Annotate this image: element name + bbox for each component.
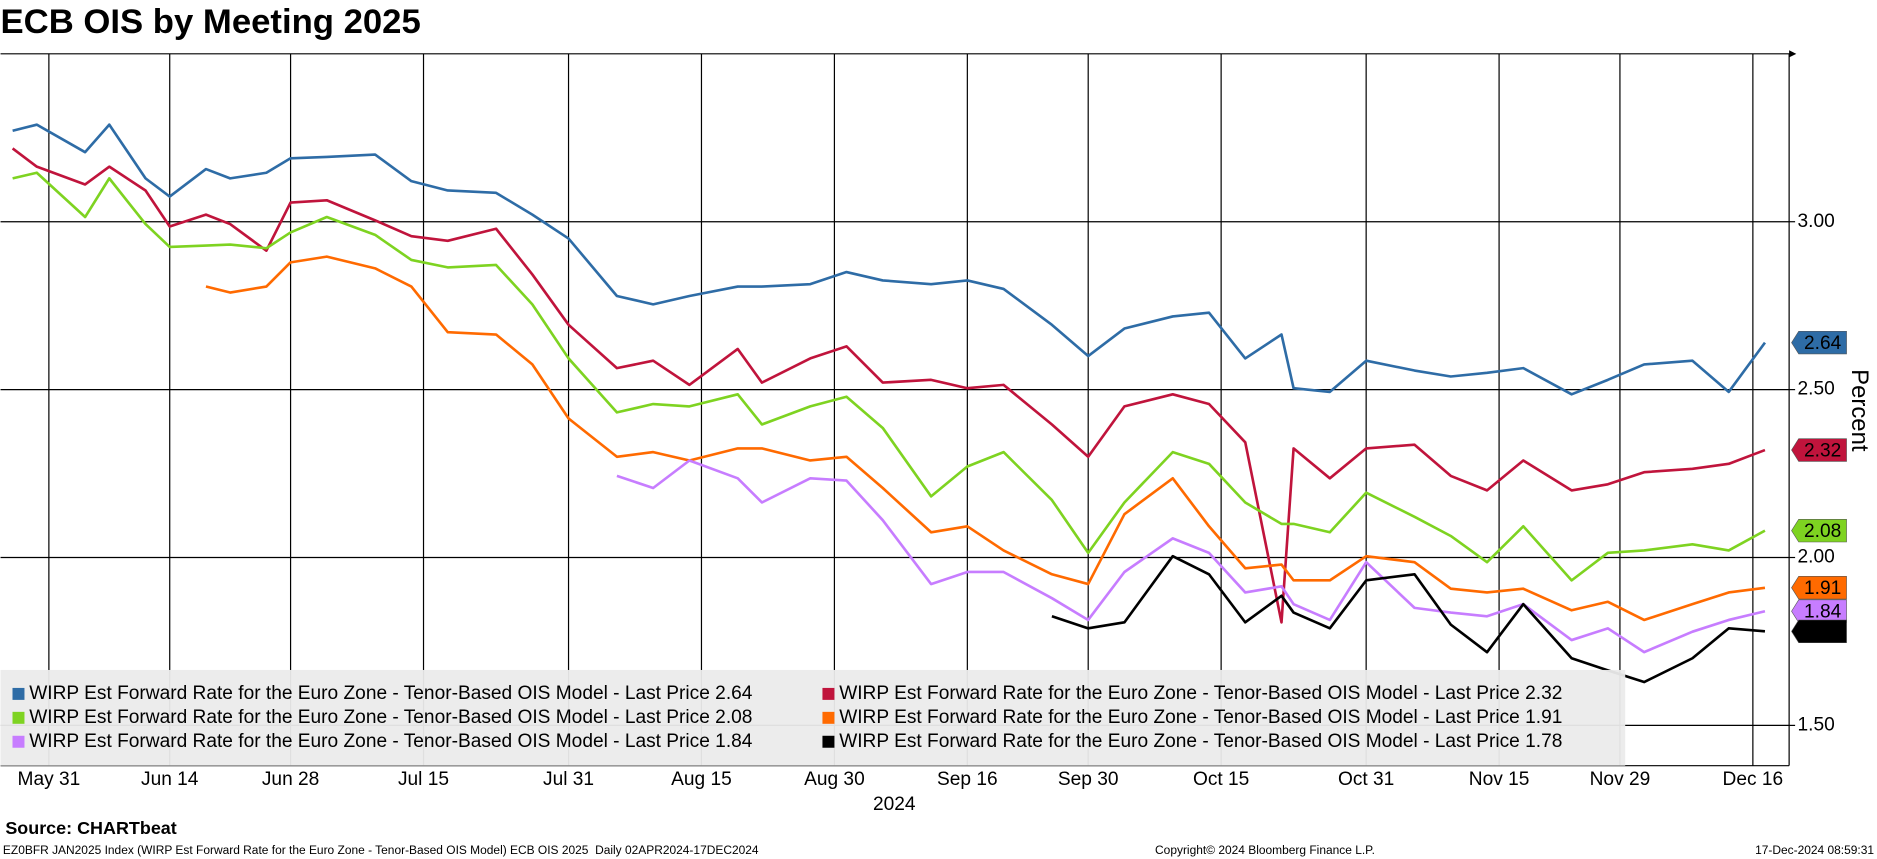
legend-swatch: [12, 711, 25, 724]
x-tick-label: Jun 28: [262, 769, 319, 790]
last-value-box: [1791, 576, 1847, 600]
series-line: [12, 123, 1767, 396]
last-value-box: [1791, 438, 1847, 462]
chart-title: ECB OIS by Meeting 2025: [1, 3, 421, 41]
last-value-label: 2.64: [1804, 333, 1842, 354]
legend-label: WIRP Est Forward Rate for the Euro Zone …: [839, 731, 1562, 752]
series-line: [205, 255, 1766, 622]
y-tick-label: 3.00: [1798, 211, 1835, 232]
x-tick-label: Dec 16: [1723, 769, 1784, 790]
x-tick-label: Jun 14: [141, 769, 199, 790]
last-value-box: [1791, 330, 1847, 355]
x-tick-label: Jul 15: [398, 769, 449, 790]
x-tick-label: Nov 15: [1469, 769, 1530, 790]
footer-left: EZ0BFR JAN2025 Index (WIRP Est Forward R…: [3, 843, 759, 857]
x-tick-label: Nov 29: [1590, 769, 1651, 790]
legend-swatch: [822, 735, 835, 748]
source: Source: CHARTbeat: [5, 818, 176, 838]
x-tick-label: Jul 31: [543, 769, 594, 790]
last-value-label: 2.08: [1804, 521, 1841, 542]
last-value-label: 1.78: [1804, 622, 1841, 643]
x-tick-label: Aug 15: [671, 769, 732, 790]
x-tick-label: Sep 30: [1058, 769, 1119, 790]
x-tick-label: May 31: [18, 769, 81, 790]
y-tick-label: 1.50: [1798, 714, 1835, 735]
legend-swatch: [12, 735, 25, 748]
legend-swatch: [822, 687, 835, 700]
x-tick-label: Oct 15: [1193, 769, 1249, 790]
x-tick-label: Aug 30: [804, 769, 865, 790]
axis-arrow: [1789, 50, 1797, 58]
last-value-label: 2.32: [1804, 440, 1841, 461]
legend: WIRP Est Forward Rate for the Euro Zone …: [0, 669, 1626, 766]
series-line: [616, 459, 1766, 654]
legend-label: WIRP Est Forward Rate for the Euro Zone …: [29, 707, 752, 728]
legend-label: WIRP Est Forward Rate for the Euro Zone …: [29, 683, 753, 704]
legend-background: [0, 669, 1626, 766]
x-tick-label: Sep 16: [937, 769, 998, 790]
series-line: [12, 171, 1766, 582]
legend-label: WIRP Est Forward Rate for the Euro Zone …: [839, 707, 1562, 728]
series-line: [11, 147, 1766, 624]
x-axis-label: 2024: [873, 794, 916, 815]
legend-swatch: [12, 687, 25, 700]
y-axis-label: Percent: [1846, 369, 1873, 452]
series-line: [1051, 554, 1766, 684]
timestamp: 17-Dec-2024 08:59:31: [1755, 843, 1874, 857]
legend-label: WIRP Est Forward Rate for the Euro Zone …: [29, 731, 753, 752]
copyright: Copyright© 2024 Bloomberg Finance L.P.: [1155, 843, 1375, 857]
y-tick-label: 2.00: [1798, 547, 1835, 568]
legend-label: WIRP Est Forward Rate for the Euro Zone …: [839, 683, 1562, 704]
x-tick-label: Oct 31: [1338, 769, 1394, 790]
y-tick-label: 2.50: [1798, 379, 1835, 400]
last-value-label: 1.91: [1804, 578, 1841, 599]
last-value-box: [1791, 599, 1847, 623]
legend-swatch: [822, 711, 835, 724]
last-value-label: 1.84: [1804, 601, 1842, 622]
last-value-box: [1791, 518, 1847, 543]
last-value-box: [1791, 619, 1847, 644]
